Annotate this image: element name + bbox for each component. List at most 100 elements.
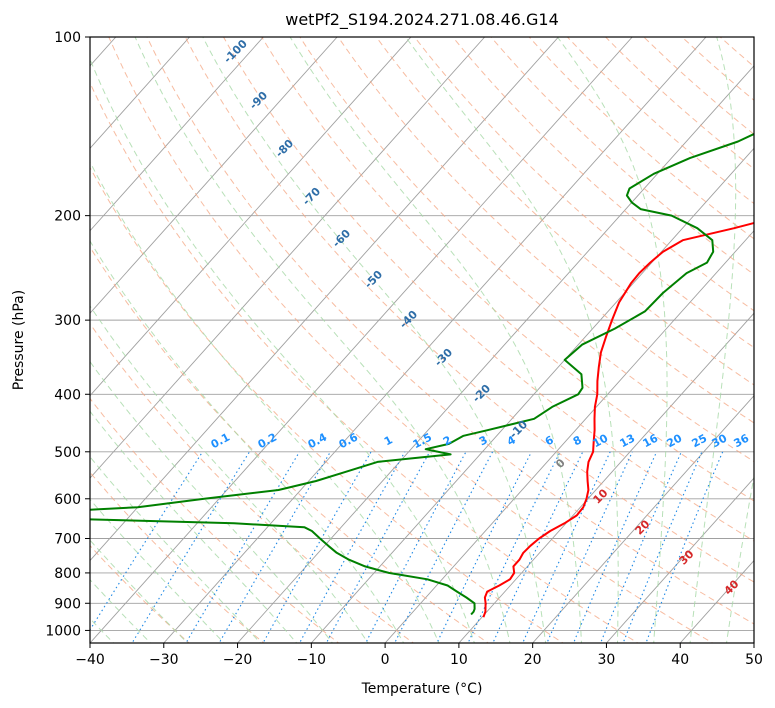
dry-adiabat: [643, 37, 754, 135]
y-tick-label: 800: [54, 566, 81, 582]
dry-adiabat: [413, 37, 754, 349]
isotherm: [532, 394, 754, 643]
isohume-line: [262, 451, 372, 643]
x-tick-label: 20: [524, 652, 542, 668]
moist-adiabat: [90, 360, 334, 643]
isohume-line: [546, 451, 633, 643]
y-tick-label: 900: [54, 596, 81, 612]
dry-adiabat-label: -70: [300, 185, 323, 208]
isohume-line: [393, 451, 494, 643]
dry-adiabat: [90, 166, 564, 643]
plot-frame: [89, 36, 755, 644]
isotherm: [90, 37, 486, 479]
isotherm: [90, 37, 559, 562]
isohume-line: [218, 451, 331, 643]
isohume-line: [436, 451, 532, 643]
x-tick-label: 30: [598, 652, 616, 668]
moist-adiabat-label: 20: [633, 517, 653, 537]
x-tick-label: −30: [149, 652, 179, 668]
moist-adiabat: [90, 539, 189, 643]
dry-adiabat-label: -60: [330, 227, 353, 250]
isotherm: [163, 37, 707, 643]
moist-adiabat: [90, 161, 440, 643]
dry-adiabat: [261, 37, 754, 502]
isohume-label: 25: [690, 432, 710, 451]
dry-adiabat: [528, 37, 754, 240]
isohume-line: [90, 451, 203, 631]
isohume-line: [131, 451, 250, 643]
y-tick-label: 1000: [45, 623, 81, 639]
isohume-label: 13: [618, 432, 638, 451]
dry-adiabat: [184, 37, 754, 583]
moist-adiabat: [90, 498, 225, 643]
dry-adiabat: [337, 37, 754, 424]
moist-adiabat: [90, 410, 298, 643]
isotherm: [606, 477, 754, 643]
y-tick-label: 700: [54, 532, 81, 548]
chart-title: wetPf2_S194.2024.271.08.46.G14: [285, 10, 559, 30]
x-tick-label: −40: [75, 652, 105, 668]
moist-adiabat: [725, 473, 754, 643]
isohume-label: 10: [591, 431, 611, 450]
isohume-label: 36: [732, 431, 752, 450]
dry-adiabat: [222, 37, 754, 542]
moist-adiabat: [90, 58, 476, 643]
moist-adiabat-label: 40: [722, 577, 742, 597]
moist-adiabat: [763, 37, 775, 647]
dry-adiabat: [146, 37, 754, 625]
isohume-line: [600, 451, 682, 643]
moist-adiabat: [289, 37, 583, 643]
isotherm: [90, 37, 190, 149]
isotherm: [679, 559, 754, 643]
moist-adiabat: [689, 37, 737, 643]
y-tick-label: 600: [54, 492, 81, 508]
dry-adiabat: [743, 24, 775, 646]
isohume-label: 1: [382, 433, 395, 448]
dry-adiabat: [90, 81, 639, 643]
temperature-profile: [482, 221, 754, 618]
series-layer: [90, 132, 754, 618]
dry-adiabat-label: -80: [273, 137, 296, 160]
isohume-label: 8: [571, 433, 584, 448]
isotherm: [310, 147, 754, 643]
isohume-label: 0.4: [306, 430, 330, 451]
dry-adiabat: [566, 37, 754, 205]
isohume-label: 16: [641, 431, 661, 450]
dry-adiabat: [452, 37, 754, 312]
x-tick-label: 50: [745, 652, 763, 668]
isotherm: [90, 37, 264, 232]
isohume-label: 6: [543, 433, 556, 448]
isotherm: [90, 37, 338, 314]
dry-adiabat: [90, 322, 415, 643]
x-tick-label: −10: [297, 652, 327, 668]
y-tick-label: 400: [54, 387, 81, 403]
moist-adiabat: [90, 305, 369, 643]
y-tick-label: 200: [54, 209, 81, 225]
dewpoint-profile: [90, 132, 754, 616]
isohume-label: 20: [665, 431, 685, 450]
isohume-line: [492, 451, 584, 643]
isohume-line: [645, 451, 724, 643]
moist-adiabat: [134, 37, 511, 643]
moist-adiabat: [90, 456, 262, 643]
isotherm: [753, 642, 754, 643]
dry-adiabat: [108, 37, 714, 643]
isohume-line: [572, 451, 658, 643]
y-tick-label: 500: [54, 445, 81, 461]
x-axis: −40 −30 −20 −10 0 10 20 30 40 50: [75, 643, 763, 668]
isotherm: [90, 37, 412, 397]
isotherm: [384, 230, 754, 643]
dry-adiabat-label: -50: [362, 268, 385, 291]
moist-adiabat: [90, 240, 405, 643]
dry-adiabat: [375, 37, 754, 386]
isohume-label: 30: [710, 431, 730, 450]
dry-adiabat: [90, 246, 490, 643]
x-tick-label: −20: [223, 652, 253, 668]
moist-adiabat-label: 30: [677, 547, 697, 567]
moist-adiabat: [202, 37, 547, 643]
x-axis-label: Temperature (°C): [361, 681, 483, 697]
isohume-line: [522, 451, 611, 643]
dry-adiabat: [90, 471, 265, 643]
isohume-line: [185, 451, 300, 643]
